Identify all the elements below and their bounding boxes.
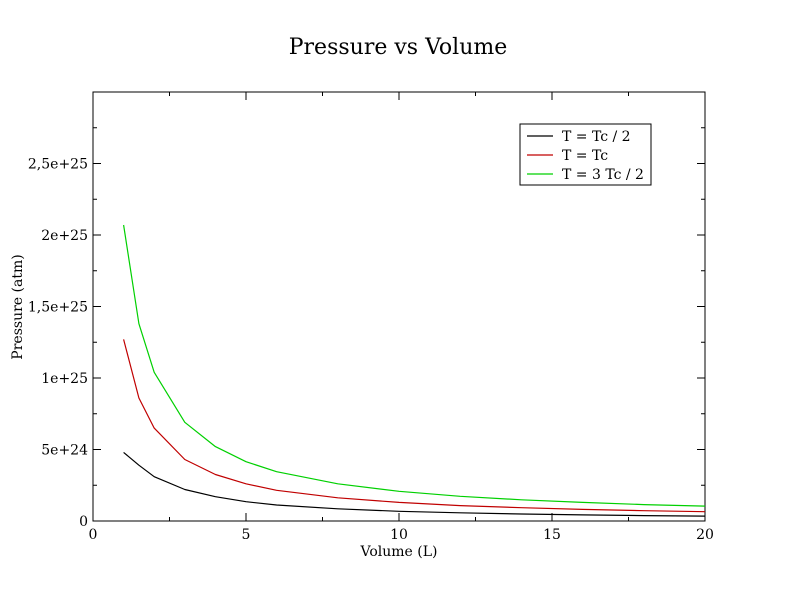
y-axis-label: Pressure (atm) [10,254,26,359]
x-tick-label: 0 [89,527,98,543]
series-layer [123,224,706,517]
series-line-1 [123,451,706,517]
series-line-2 [123,339,706,513]
legend-label-2: T = Tc [562,148,608,164]
y-tick-label: 2e+25 [41,228,88,244]
y-tick-label: 1,5e+25 [28,300,88,316]
y-tick-label: 1e+25 [41,371,88,387]
y-tick-label: 0 [79,514,88,530]
chart-title: Pressure vs Volume [289,35,508,60]
x-tick-label: 15 [543,527,561,543]
legend-label-3: T = 3 Tc / 2 [562,167,644,183]
legend: T = Tc / 2 T = Tc T = 3 Tc / 2 [519,123,652,186]
x-axis-label: Volume (L) [360,544,438,560]
y-tick-label: 5e+24 [41,443,88,459]
x-tick-label: 5 [242,527,251,543]
x-tick-label: 10 [390,527,408,543]
x-tick-label: 20 [696,527,714,543]
legend-entries: T = Tc / 2 T = Tc T = 3 Tc / 2 [527,129,644,183]
ticks-layer: 0 5 10 15 20 0 5e+24 1e+25 1,5e+25 2e+25 2,5e+25 [28,92,714,543]
legend-label-1: T = Tc / 2 [562,129,631,145]
series-line-3 [123,224,706,507]
y-tick-label: 2,5e+25 [28,157,88,173]
